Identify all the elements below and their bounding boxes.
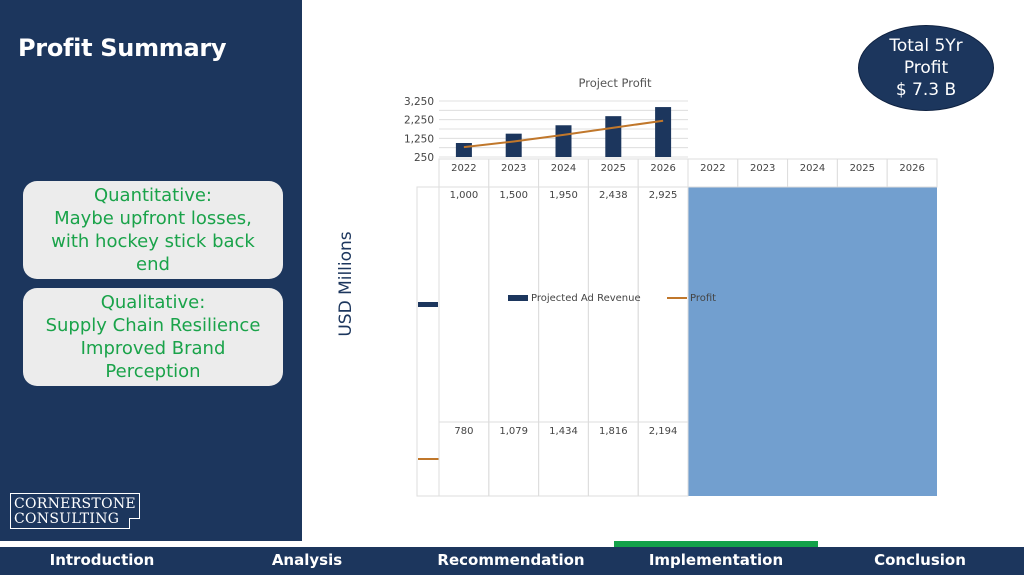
header-cell — [737, 158, 789, 188]
data-table: 2022 2023 2024 2025 2026 2022 2023 2024 2025 2026… — [416, 158, 938, 497]
category-label: 2022 — [451, 163, 476, 174]
header-cell — [687, 158, 739, 188]
nav-conclusion[interactable]: Conclusion — [874, 551, 966, 569]
nav-recommendation[interactable]: Recommendation — [437, 551, 585, 569]
bar-value-label: 1,000 — [450, 190, 479, 201]
y-tick-label: 3,250 — [404, 96, 434, 108]
nav-analysis[interactable]: Analysis — [271, 551, 343, 569]
nav-implementation[interactable]: Implementation — [648, 551, 784, 569]
total-profit-badge: Total 5Yr Profit $ 7.3 B — [858, 25, 994, 111]
card-line: with hockey stick back — [51, 231, 255, 252]
card-line: Quantitative: — [93, 185, 212, 206]
header-cell — [587, 158, 639, 188]
legend-swatch-revenue — [508, 295, 528, 301]
header-cell — [637, 158, 689, 188]
legend-key-column — [416, 186, 440, 497]
category-label: 2022 — [700, 163, 725, 174]
y-tick-label: 250 — [414, 152, 434, 164]
card-line: Improved Brand — [80, 338, 226, 359]
data-column — [438, 186, 490, 497]
bars-group — [455, 107, 672, 157]
data-column — [587, 186, 639, 497]
bottom-nav: Introduction Analysis Recommendation Imp… — [0, 547, 1024, 575]
total-line: Total 5Yr — [889, 36, 963, 56]
blue-fill-area — [688, 187, 937, 496]
data-column — [637, 186, 689, 497]
category-label: 2026 — [899, 163, 924, 174]
category-label: 2023 — [501, 163, 526, 174]
total-line: Profit — [903, 58, 949, 78]
category-label: 2024 — [551, 163, 576, 174]
category-label: 2024 — [800, 163, 825, 174]
total-value: $ 7.3 B — [895, 80, 957, 100]
bar-2025 — [605, 116, 622, 157]
header-cell — [488, 158, 540, 188]
quantitative-card: Quantitative: Maybe upfront losses, with… — [23, 181, 283, 279]
nav-active-indicator — [614, 541, 818, 547]
category-label: 2026 — [650, 163, 675, 174]
y-tick-label: 1,250 — [404, 133, 434, 145]
bar-2024 — [555, 125, 572, 157]
nav-introduction[interactable]: Introduction — [49, 551, 155, 569]
category-label: 2023 — [750, 163, 775, 174]
y-tick-label: 2,250 — [404, 115, 434, 127]
profit-value-label: 1,079 — [499, 426, 528, 437]
logo-line: CONSULTING — [14, 511, 120, 527]
data-column — [488, 186, 540, 497]
bar-value-label: 2,438 — [599, 190, 628, 201]
category-label: 2025 — [601, 163, 626, 174]
profit-value-label: 1,434 — [549, 426, 578, 437]
bar-value-label: 2,925 — [649, 190, 678, 201]
profit-value-label: 780 — [454, 426, 473, 437]
card-line: end — [136, 254, 170, 275]
page-title: Profit Summary — [18, 34, 227, 62]
legend-label-revenue: Projected Ad Revenue — [531, 293, 641, 304]
bar-2026 — [655, 107, 672, 157]
y-tick-labels: 3,250 2,250 1,250 250 — [404, 96, 434, 164]
legend-key-bar — [418, 302, 438, 307]
card-line: Maybe upfront losses, — [54, 208, 252, 229]
legend-label-profit: Profit — [690, 293, 716, 304]
qualitative-card: Qualitative: Supply Chain Resilience Imp… — [23, 288, 283, 386]
data-column — [538, 186, 589, 497]
bar-value-label: 1,950 — [549, 190, 578, 201]
card-line: Perception — [105, 361, 201, 382]
bar-2022 — [455, 143, 472, 157]
chart-title: Project Profit — [579, 76, 652, 90]
header-cell — [886, 158, 938, 188]
profit-value-label: 1,816 — [599, 426, 628, 437]
category-label: 2025 — [850, 163, 875, 174]
bar-value-label: 1,500 — [499, 190, 528, 201]
logo-line: CORNERSTONE — [14, 496, 136, 512]
sidebar: Profit Summary Quantitative: Maybe upfro… — [0, 0, 302, 541]
company-logo: CORNERSTONE CONSULTING — [10, 493, 140, 529]
card-line: Qualitative: — [100, 292, 206, 313]
profit-line-group — [463, 119, 664, 149]
profit-value-label: 2,194 — [649, 426, 678, 437]
bar-2023 — [505, 133, 522, 157]
card-line: Supply Chain Resilience — [45, 315, 261, 336]
